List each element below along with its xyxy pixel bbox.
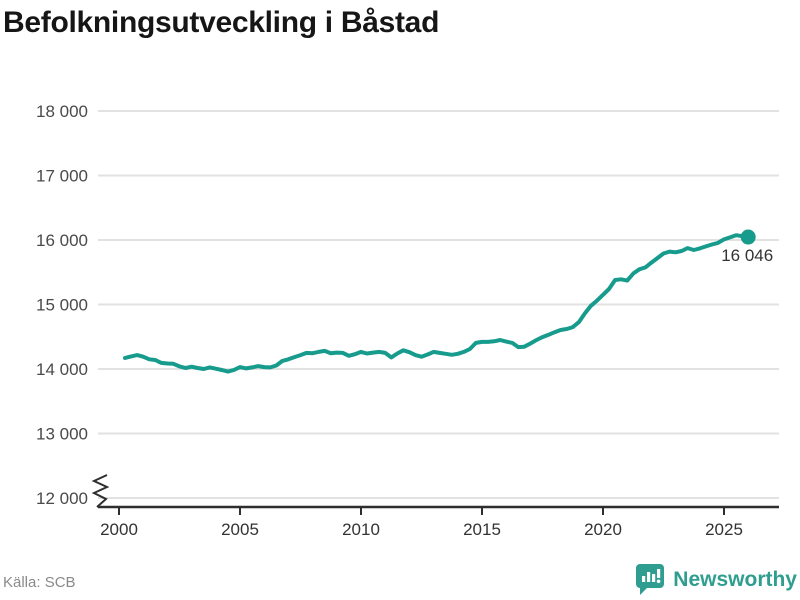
axis-break-icon <box>91 474 110 508</box>
bar-short <box>642 576 646 582</box>
newsworthy-bar-chart-bubble-icon <box>636 564 665 595</box>
newsworthy-logo: Newsworthy <box>635 563 797 596</box>
x-tick-label: 2020 <box>584 520 622 539</box>
x-tick-label: 2005 <box>221 520 259 539</box>
chart-title: Befolkningsutveckling i Båstad <box>3 6 440 39</box>
brand-name: Newsworthy <box>673 567 797 591</box>
bar-medium <box>652 574 656 582</box>
source-label: Källa: SCB <box>3 574 76 591</box>
y-tick-label: 12 000 <box>36 489 88 508</box>
population-line-chart: 12 000 13 000 14 000 15 000 16 000 17 000 18 0… <box>36 102 779 539</box>
end-value-label: 16 046 <box>721 246 773 265</box>
end-point-dot <box>740 229 756 245</box>
population-line <box>123 233 751 374</box>
y-tick-label: 17 000 <box>36 167 88 186</box>
x-tick-label: 2025 <box>705 520 743 539</box>
x-tick-label: 2010 <box>342 520 380 539</box>
exclamation-bar <box>657 569 661 578</box>
y-tick-label: 16 000 <box>36 231 88 250</box>
x-tick-label: 2015 <box>463 520 501 539</box>
y-tick-label: 18 000 <box>36 102 88 121</box>
y-tick-label: 15 000 <box>36 296 88 315</box>
y-tick-label: 14 000 <box>36 360 88 379</box>
bar-tall <box>647 572 651 582</box>
exclamation-dot <box>657 579 661 584</box>
x-tick-label: 2000 <box>100 520 138 539</box>
y-tick-label: 13 000 <box>36 425 88 444</box>
